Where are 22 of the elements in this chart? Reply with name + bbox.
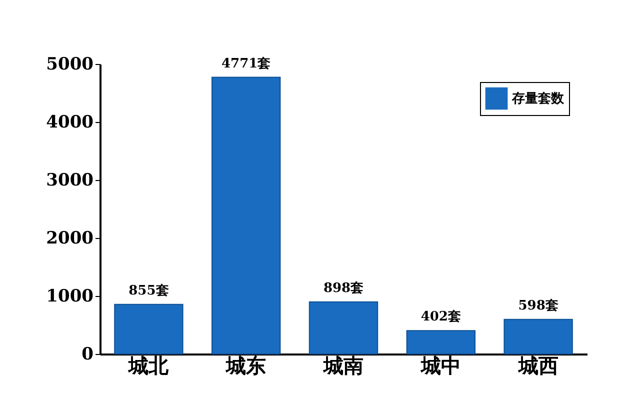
bar (212, 76, 281, 354)
y-tick-label: 0 (82, 344, 94, 364)
x-tick-label: 城南 (322, 354, 364, 378)
x-tick-label: 城北 (128, 354, 170, 378)
bar (308, 301, 378, 354)
data-label: 898套 (323, 280, 364, 296)
legend-label: 存量套数 (511, 92, 565, 106)
x-tick-label: 城东 (225, 354, 266, 378)
bar (406, 330, 476, 354)
y-tick-label: 3000 (46, 170, 94, 190)
data-label: 4771套 (222, 56, 271, 72)
data-label: 598套 (518, 298, 558, 314)
y-tick-label: 2000 (46, 228, 94, 248)
data-label: 402套 (420, 310, 461, 325)
bar (114, 304, 184, 354)
x-tick-label: 城中 (420, 354, 461, 378)
x-tick-label: 城西 (517, 354, 558, 378)
data-label: 855套 (128, 283, 169, 298)
y-tick-label: 1000 (46, 286, 94, 306)
y-tick-label: 4000 (46, 112, 94, 132)
y-tick-label: 5000 (46, 54, 94, 74)
bar (504, 318, 573, 354)
